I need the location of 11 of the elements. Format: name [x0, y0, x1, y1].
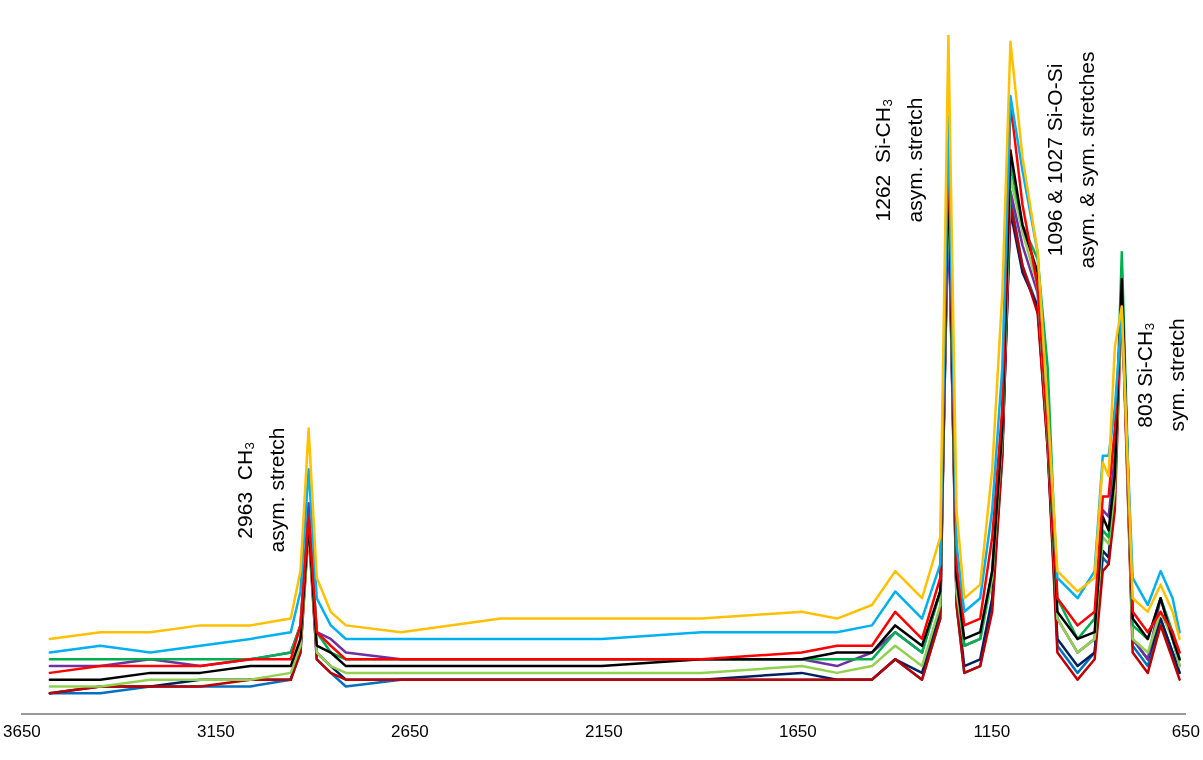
annotation: 1096 & 1027 Si-O-Si asym. & sym. stretches — [1042, 51, 1098, 269]
x-tick-label: 3150 — [196, 722, 235, 742]
annotation: 2963 CH₃ asym. stretch — [232, 427, 288, 553]
x-tick-label: 2150 — [584, 722, 623, 742]
x-tick-label: 2650 — [390, 722, 429, 742]
x-tick-label: 650 — [1171, 722, 1201, 742]
annotation: 1262 Si-CH₃ asym. stretch — [870, 97, 926, 223]
x-tick-label: 3650 — [3, 722, 41, 742]
x-tick-label: 1150 — [973, 722, 1011, 742]
x-tick-label: 1650 — [778, 722, 817, 742]
annotation: 803 Si-CH₃ sym. stretch — [1132, 318, 1188, 432]
